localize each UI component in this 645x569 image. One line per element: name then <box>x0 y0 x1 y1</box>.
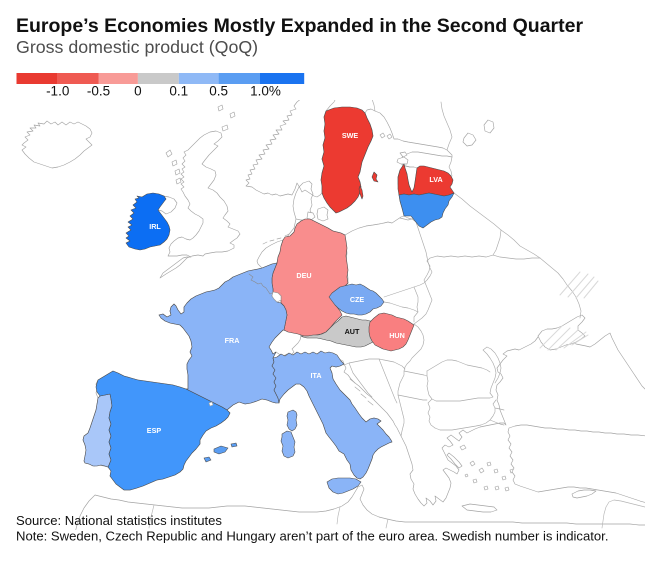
svg-text:LVA: LVA <box>429 175 442 184</box>
svg-text:AUT: AUT <box>345 327 360 336</box>
svg-text:IRL: IRL <box>149 222 161 231</box>
svg-text:ESP: ESP <box>147 426 162 435</box>
svg-text:Gross domestic product (QoQ): Gross domestic product (QoQ) <box>16 37 258 57</box>
svg-text:0: 0 <box>134 84 142 99</box>
svg-text:Note: Sweden, Czech Republic a: Note: Sweden, Czech Republic and Hungary… <box>16 529 608 544</box>
svg-text:0.5: 0.5 <box>209 84 228 99</box>
svg-text:ITA: ITA <box>310 371 321 380</box>
svg-text:DEU: DEU <box>296 271 311 280</box>
svg-text:CZE: CZE <box>350 295 365 304</box>
svg-text:-0.5: -0.5 <box>87 84 110 99</box>
svg-text:FRA: FRA <box>225 336 240 345</box>
svg-text:-1.0: -1.0 <box>46 84 69 99</box>
svg-text:0.1: 0.1 <box>169 84 188 99</box>
svg-text:HUN: HUN <box>389 331 405 340</box>
svg-text:Europe’s Economies Mostly Expa: Europe’s Economies Mostly Expanded in th… <box>16 15 583 37</box>
svg-text:SWE: SWE <box>342 131 359 140</box>
svg-text:Source: National statistics in: Source: National statistics institutes <box>16 513 222 528</box>
svg-text:1.0%: 1.0% <box>250 84 281 99</box>
